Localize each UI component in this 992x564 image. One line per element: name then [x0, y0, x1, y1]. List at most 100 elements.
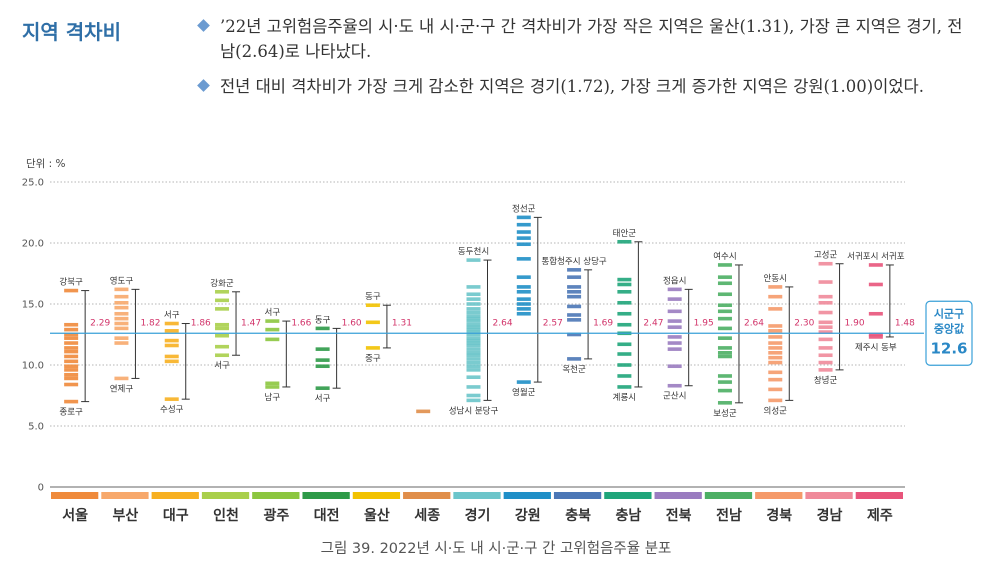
district-value-mark [64, 376, 79, 381]
disparity-ratio-label: 1.86 [191, 318, 211, 328]
district-value-mark [466, 292, 481, 297]
district-value-mark [818, 261, 833, 266]
min-district-label: 성남시 분당구 [449, 405, 499, 416]
district-value-mark [466, 319, 481, 323]
district-value-mark [64, 368, 79, 372]
disparity-ratio-label: 1.90 [845, 318, 865, 328]
district-value-mark [215, 353, 230, 358]
district-value-mark [667, 383, 682, 388]
y-tick-label: 10.0 [22, 361, 44, 372]
district-value-mark [717, 263, 732, 267]
district-value-mark [215, 290, 230, 294]
district-value-mark [567, 290, 582, 294]
max-district-label: 영도구 [110, 275, 134, 286]
region-label: 경북 [766, 507, 792, 524]
min-district-label: 보성군 [713, 409, 737, 419]
district-value-mark [567, 357, 582, 361]
district-value-mark [717, 336, 732, 340]
district-value-mark [717, 303, 732, 308]
region-label: 광주 [263, 507, 289, 524]
disparity-ratio-label: 1.48 [895, 318, 915, 328]
district-value-mark [416, 409, 431, 414]
disparity-ratio-label: 2.29 [90, 318, 110, 328]
district-value-mark [617, 374, 632, 378]
district-value-mark [315, 386, 330, 390]
disparity-ratio-label: 2.47 [643, 318, 663, 328]
district-value-mark [466, 330, 481, 334]
disparity-ratio-label: 1.31 [392, 318, 412, 328]
district-value-mark [64, 354, 79, 359]
region-color-band [855, 492, 903, 499]
district-value-mark [466, 393, 481, 398]
district-value-mark [466, 360, 481, 365]
district-value-mark [818, 353, 833, 358]
district-value-mark [466, 368, 481, 372]
district-value-mark [114, 305, 129, 310]
district-value-mark [164, 338, 179, 343]
district-value-mark [717, 351, 732, 355]
district-value-mark [466, 316, 481, 321]
district-value-mark [466, 285, 481, 289]
district-value-mark [567, 285, 582, 289]
district-value-mark [215, 333, 230, 338]
district-value-mark [667, 309, 682, 314]
district-value-mark [667, 341, 682, 345]
district-value-mark [466, 322, 481, 327]
district-value-mark [114, 311, 129, 316]
disparity-ratio-label: 2.30 [794, 318, 814, 328]
district-value-mark [164, 329, 179, 333]
region-color-band [453, 492, 501, 499]
district-value-mark [868, 263, 883, 267]
district-value-mark [717, 346, 732, 350]
district-value-mark [114, 341, 129, 345]
district-value-mark [114, 287, 129, 292]
region-color-band [704, 492, 753, 499]
district-value-mark [64, 359, 79, 364]
district-value-mark [64, 336, 79, 340]
min-district-label: 수성구 [160, 405, 184, 415]
district-value-mark [868, 332, 883, 337]
district-value-mark [64, 288, 79, 293]
max-district-label: 강북구 [59, 277, 83, 288]
district-value-mark [768, 355, 783, 360]
district-value-mark [717, 326, 732, 331]
district-value-mark [466, 398, 481, 403]
disparity-ratio-label: 1.69 [593, 318, 613, 328]
y-tick-label: 25.0 [22, 178, 44, 189]
min-district-label: 남구 [265, 393, 281, 403]
district-value-mark [768, 335, 783, 339]
section-title: 지역 격차비 [22, 20, 121, 44]
district-value-mark [516, 230, 531, 234]
district-value-mark [567, 304, 582, 309]
district-value-mark [466, 343, 481, 348]
district-value-mark [215, 298, 230, 303]
district-value-mark [516, 257, 531, 261]
district-value-mark [114, 326, 129, 331]
district-value-mark [717, 292, 732, 297]
district-value-mark [365, 303, 380, 308]
district-value-mark [617, 322, 632, 327]
district-value-mark [768, 387, 783, 392]
district-value-mark [717, 354, 732, 359]
district-value-mark [466, 375, 481, 379]
region-label: 대구 [163, 508, 189, 524]
district-value-mark [64, 382, 79, 387]
district-value-mark [617, 311, 632, 316]
district-value-mark [617, 277, 632, 282]
region-color-band [553, 492, 602, 499]
district-value-mark [667, 325, 682, 329]
disparity-ratio-label: 1.60 [342, 318, 362, 328]
min-district-label: 옥천군 [562, 364, 586, 375]
district-value-mark [466, 314, 481, 318]
unit-label: 단위 : % [26, 157, 66, 170]
district-value-mark [768, 285, 783, 289]
summary-bullets: ’22년 고위험음주율의 시·도 내 시·군·구 간 격차비가 가장 작은 지역… [196, 14, 976, 109]
district-value-mark [818, 280, 833, 284]
district-value-mark [516, 380, 531, 384]
district-value-mark [516, 236, 531, 240]
district-value-mark [768, 341, 783, 345]
district-value-mark [64, 399, 79, 404]
min-district-label: 의성군 [764, 405, 788, 416]
district-value-mark [516, 242, 531, 247]
